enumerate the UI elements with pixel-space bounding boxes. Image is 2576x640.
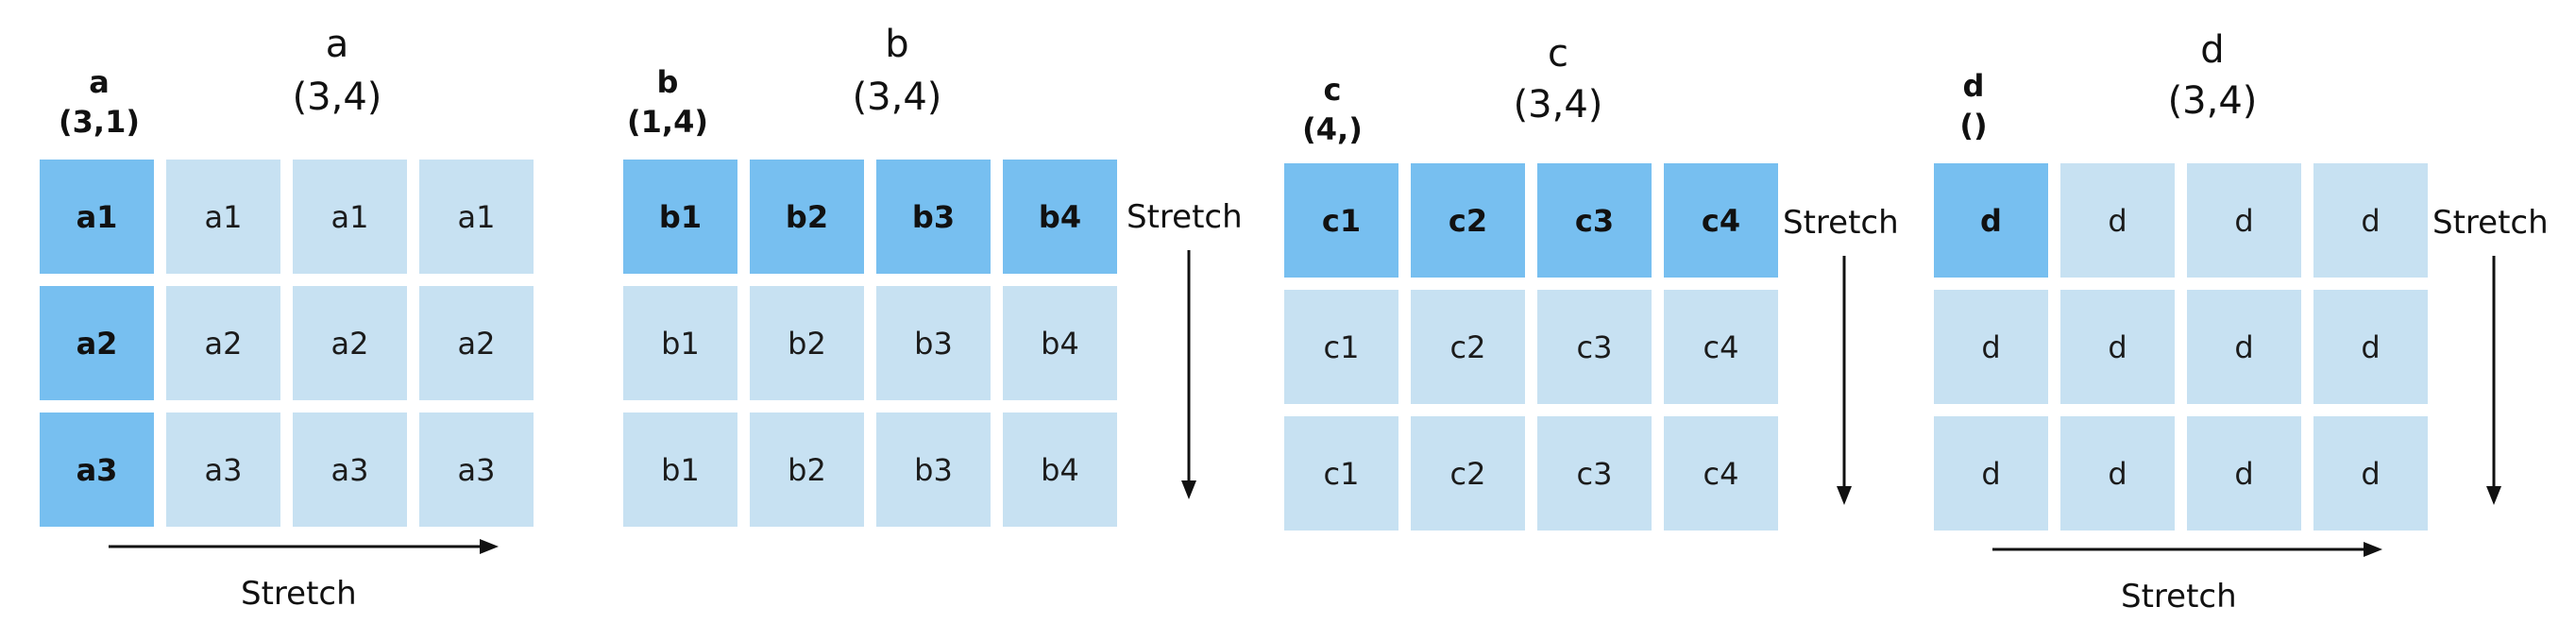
panel-d-stretch-label-bottom: Stretch (2121, 578, 2237, 615)
panel-a: a (3,4) a (3,1) a1 a1 a1 a1 a2 a2 a2 a2 a3 a3 a3 a3… (40, 0, 625, 640)
grid-cell-d-r2-c2-broadcast: d (2060, 290, 2175, 404)
grid-cell-b-r2-c1-broadcast: b1 (623, 286, 737, 400)
panel-c: c (3,4) c (4,) c1 c2 c3 c4 c1 c2 c3 c4 c1 c2 c3 c4 … (1284, 0, 1899, 640)
grid-cell-b-r3-c2-broadcast: b2 (750, 413, 864, 527)
panel-a-stretch-arrow (109, 539, 499, 554)
grid-cell-c-r2-c1-broadcast: c1 (1284, 290, 1398, 404)
grid-cell-d-r3-c4-broadcast: d (2313, 416, 2428, 531)
panel-b-result-shape: (3,4) (852, 76, 942, 119)
panel-b-grid: b1 b2 b3 b4 b1 b2 b3 b4 b1 b2 b3 b4 (623, 160, 1117, 527)
grid-cell-c-r3-c4-broadcast: c4 (1664, 416, 1778, 531)
panel-d-stretch-arrow-down (2486, 256, 2501, 505)
panel-d-stretch-label-right: Stretch (2432, 204, 2549, 242)
grid-cell-b-r3-c3-broadcast: b3 (876, 413, 991, 527)
grid-cell-b-r1-c1-original: b1 (623, 160, 737, 274)
panel-c-stretch-arrow (1837, 256, 1852, 505)
panel-a-stretch-label: Stretch (241, 575, 357, 613)
grid-cell-d-r1-c3-broadcast: d (2187, 163, 2301, 278)
grid-cell-c-r3-c2-broadcast: c2 (1411, 416, 1525, 531)
grid-cell-d-r2-c1-broadcast: d (1934, 290, 2048, 404)
panel-b-input-shape: (1,4) (627, 104, 708, 140)
grid-cell-a-r2-c3-broadcast: a2 (293, 286, 407, 400)
grid-cell-c-r1-c2-original: c2 (1411, 163, 1525, 278)
panel-c-stretch-label: Stretch (1783, 204, 1899, 242)
grid-cell-b-r2-c2-broadcast: b2 (750, 286, 864, 400)
panel-c-grid: c1 c2 c3 c4 c1 c2 c3 c4 c1 c2 c3 c4 (1284, 163, 1778, 531)
panel-a-result-shape: (3,4) (292, 76, 382, 119)
grid-cell-c-r3-c1-broadcast: c1 (1284, 416, 1398, 531)
grid-cell-a-r2-c2-broadcast: a2 (166, 286, 280, 400)
grid-cell-d-r1-c4-broadcast: d (2313, 163, 2428, 278)
grid-cell-d-r3-c2-broadcast: d (2060, 416, 2175, 531)
grid-cell-a-r3-c2-broadcast: a3 (166, 413, 280, 527)
grid-cell-c-r3-c3-broadcast: c3 (1537, 416, 1652, 531)
panel-a-input-name: a (89, 64, 110, 100)
panel-d-title: d (2200, 28, 2225, 72)
grid-cell-a-r3-c3-broadcast: a3 (293, 413, 407, 527)
grid-cell-c-r2-c2-broadcast: c2 (1411, 290, 1525, 404)
grid-cell-d-r1-c1-original: d (1934, 163, 2048, 278)
grid-cell-b-r1-c4-original: b4 (1003, 160, 1117, 274)
panel-a-title: a (325, 23, 349, 66)
grid-cell-d-r1-c2-broadcast: d (2060, 163, 2175, 278)
grid-cell-a-r1-c3-broadcast: a1 (293, 160, 407, 274)
panel-c-result-shape: (3,4) (1513, 83, 1603, 126)
panel-b-input-name: b (656, 64, 679, 100)
panel-b-stretch-arrow (1181, 250, 1196, 499)
panel-c-title: c (1548, 32, 1568, 76)
panel-b: b (3,4) b (1,4) b1 b2 b3 b4 b1 b2 b3 b4 b1 b2 b3 b4… (623, 0, 1243, 640)
grid-cell-d-r2-c3-broadcast: d (2187, 290, 2301, 404)
panel-d-input-name: d (1962, 68, 1985, 104)
grid-cell-b-r1-c2-original: b2 (750, 160, 864, 274)
grid-cell-c-r1-c3-original: c3 (1537, 163, 1652, 278)
grid-cell-d-r3-c1-broadcast: d (1934, 416, 2048, 531)
grid-cell-c-r2-c4-broadcast: c4 (1664, 290, 1778, 404)
grid-cell-b-r1-c3-original: b3 (876, 160, 991, 274)
grid-cell-c-r2-c3-broadcast: c3 (1537, 290, 1652, 404)
grid-cell-a-r3-c4-broadcast: a3 (419, 413, 534, 527)
grid-cell-a-r2-c1-original: a2 (40, 286, 154, 400)
grid-cell-b-r2-c4-broadcast: b4 (1003, 286, 1117, 400)
panel-c-input-name: c (1323, 72, 1342, 108)
panel-c-input-shape: (4,) (1302, 111, 1363, 147)
panel-d-stretch-arrow-right (1992, 542, 2382, 557)
grid-cell-b-r3-c4-broadcast: b4 (1003, 413, 1117, 527)
grid-cell-a-r3-c1-original: a3 (40, 413, 154, 527)
panel-a-input-shape: (3,1) (59, 104, 140, 140)
panel-d-input-shape: () (1959, 108, 1988, 143)
grid-cell-a-r2-c4-broadcast: a2 (419, 286, 534, 400)
grid-cell-a-r1-c1-original: a1 (40, 160, 154, 274)
grid-cell-b-r2-c3-broadcast: b3 (876, 286, 991, 400)
panel-a-grid: a1 a1 a1 a1 a2 a2 a2 a2 a3 a3 a3 a3 (40, 160, 534, 527)
grid-cell-d-r2-c4-broadcast: d (2313, 290, 2428, 404)
grid-cell-a-r1-c4-broadcast: a1 (419, 160, 534, 274)
grid-cell-a-r1-c2-broadcast: a1 (166, 160, 280, 274)
grid-cell-b-r3-c1-broadcast: b1 (623, 413, 737, 527)
panel-b-title: b (885, 23, 909, 66)
grid-cell-c-r1-c1-original: c1 (1284, 163, 1398, 278)
grid-cell-c-r1-c4-original: c4 (1664, 163, 1778, 278)
panel-d-result-shape: (3,4) (2167, 79, 2258, 123)
panel-b-stretch-label: Stretch (1127, 198, 1243, 236)
grid-cell-d-r3-c3-broadcast: d (2187, 416, 2301, 531)
